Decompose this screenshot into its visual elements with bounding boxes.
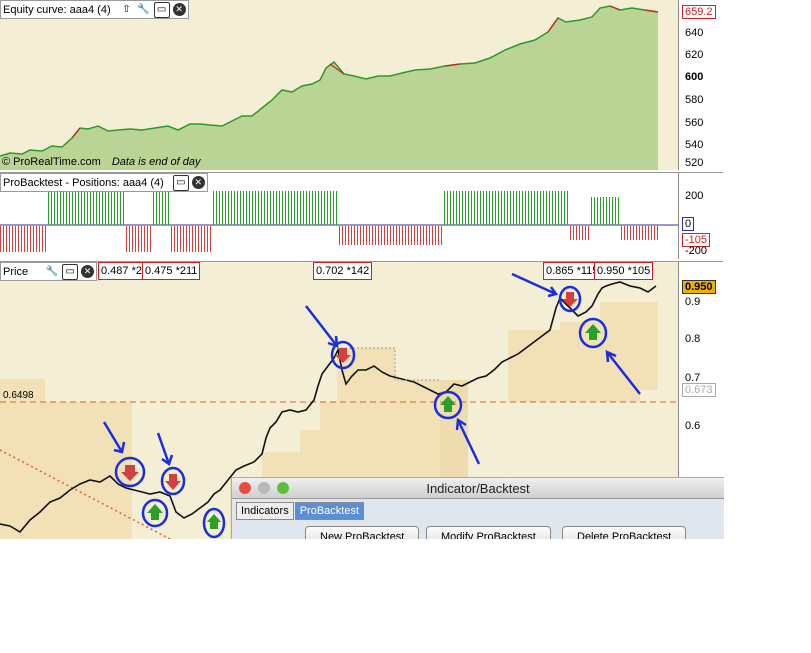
close-icon[interactable]: ✕ bbox=[191, 176, 205, 189]
trend-line bbox=[0, 449, 171, 539]
price-tick: 0.9 bbox=[685, 296, 701, 308]
delete-probacktest-button[interactable]: Delete ProBacktest bbox=[562, 526, 687, 539]
long-position-bar bbox=[47, 191, 125, 225]
equity-tick: 580 bbox=[685, 94, 704, 106]
price-tick: 0.7 bbox=[685, 372, 701, 384]
sell-signal-circle bbox=[330, 340, 356, 370]
price-header: Price 🔧 ▭ ✕ bbox=[0, 262, 98, 281]
equity-tick: 540 bbox=[685, 139, 704, 151]
short-position-bar bbox=[125, 226, 152, 252]
sell-signal-circle bbox=[160, 466, 186, 496]
short-position-bar bbox=[569, 226, 590, 240]
trade-tag: 0.487 *20 bbox=[98, 262, 144, 280]
buy-arrow bbox=[585, 324, 601, 340]
stop-zone bbox=[0, 379, 132, 539]
price-tick: 0.6 bbox=[685, 420, 701, 432]
equity-header: Equity curve: aaa4 (4) ⇧ 🔧 ▭ ✕ bbox=[0, 0, 189, 19]
positions-chart bbox=[0, 191, 678, 252]
up-arrow-icon[interactable]: ⇧ bbox=[122, 3, 131, 15]
long-position-bar bbox=[211, 191, 339, 225]
sell-signal-circle bbox=[114, 456, 146, 488]
close-icon[interactable]: ✕ bbox=[81, 265, 95, 278]
sell-arrow bbox=[562, 292, 578, 307]
minimize-window-icon[interactable] bbox=[258, 482, 270, 494]
buy-signal-circle bbox=[433, 390, 463, 420]
positions-axis: 200 0 -105 -200 bbox=[678, 173, 724, 259]
price-title: Price bbox=[3, 265, 29, 278]
positions-panel: ProBacktest - Positions: aaa4 (4) ▭ ✕ 20… bbox=[0, 172, 724, 259]
modify-probacktest-button[interactable]: Modify ProBacktest bbox=[426, 526, 551, 539]
positions-tick: -200 bbox=[685, 245, 708, 257]
dotted-stop bbox=[337, 347, 440, 381]
positions-title: ProBacktest - Positions: aaa4 (4) bbox=[3, 176, 164, 189]
stop-zone bbox=[508, 302, 658, 539]
short-position-bar bbox=[620, 226, 658, 240]
equity-line-red-ticks bbox=[71, 5, 659, 139]
equity-tick: 520 bbox=[685, 157, 704, 169]
close-icon[interactable]: ✕ bbox=[172, 3, 186, 16]
positions-plot: ProBacktest - Positions: aaa4 (4) ▭ ✕ bbox=[0, 173, 678, 259]
equity-panel: Equity curve: aaa4 (4) ⇧ 🔧 ▭ ✕ © ProReal… bbox=[0, 0, 724, 170]
window-icon[interactable]: ▭ bbox=[172, 174, 189, 191]
new-probacktest-button[interactable]: New ProBacktest bbox=[305, 526, 420, 539]
price-marker: 0.673 bbox=[682, 383, 716, 397]
equity-tick: 560 bbox=[685, 117, 704, 129]
long-position-bar bbox=[590, 197, 620, 225]
indicator-backtest-dialog: Indicator/Backtest Indicators ProBacktes… bbox=[231, 477, 724, 539]
buy-arrow bbox=[207, 514, 221, 529]
equity-chart bbox=[0, 5, 659, 170]
equity-footer: © ProRealTime.com Data is end of day bbox=[2, 156, 201, 168]
copyright-text: © ProRealTime.com bbox=[2, 156, 101, 168]
price-tick: 0.8 bbox=[685, 333, 701, 345]
equity-tick: 640 bbox=[685, 27, 704, 39]
equity-last-value: 659.2 bbox=[682, 5, 716, 19]
sell-signal-circle bbox=[558, 285, 582, 313]
long-position-bar bbox=[152, 191, 170, 225]
sell-arrow bbox=[335, 348, 351, 363]
short-position-bar bbox=[170, 226, 211, 252]
trade-tag: 0.950 *105 bbox=[594, 262, 654, 280]
trade-tag: 0.865 *115 bbox=[543, 262, 602, 280]
buy-signal-circle bbox=[202, 507, 226, 539]
wrench-icon[interactable]: 🔧 bbox=[45, 265, 59, 277]
window-icon[interactable]: ▭ bbox=[153, 1, 170, 18]
buy-arrow bbox=[147, 504, 163, 520]
long-position-bar bbox=[444, 191, 569, 225]
buy-signal-circle bbox=[578, 317, 608, 349]
trade-tag: 0.475 *211 bbox=[142, 262, 201, 280]
buy-arrow bbox=[440, 396, 456, 412]
level-label: 0.6498 bbox=[3, 390, 34, 401]
equity-area bbox=[0, 6, 658, 170]
wrench-icon[interactable]: 🔧 bbox=[137, 3, 150, 15]
tab-probacktest[interactable]: ProBacktest bbox=[294, 502, 365, 520]
sell-arrow bbox=[165, 474, 181, 490]
equity-plot: Equity curve: aaa4 (4) ⇧ 🔧 ▭ ✕ © ProReal… bbox=[0, 0, 678, 170]
positions-header: ProBacktest - Positions: aaa4 (4) ▭ ✕ bbox=[0, 173, 208, 192]
buy-signal-circle bbox=[141, 498, 169, 528]
zoom-window-icon[interactable] bbox=[277, 482, 289, 494]
dialog-tabs: Indicators ProBacktest bbox=[236, 502, 365, 520]
trade-tag: 0.702 *142 bbox=[313, 262, 373, 280]
tab-indicators[interactable]: Indicators bbox=[236, 502, 294, 520]
pointer-arrows bbox=[102, 272, 641, 467]
short-position-bar bbox=[0, 226, 47, 252]
close-window-icon[interactable] bbox=[239, 482, 251, 494]
positions-tick: -105 bbox=[682, 233, 711, 247]
positions-tick: 200 bbox=[685, 190, 704, 202]
dialog-title: Indicator/Backtest bbox=[426, 480, 530, 496]
short-position-bar bbox=[339, 226, 444, 245]
window-icon[interactable]: ▭ bbox=[62, 263, 79, 280]
positions-tick: 0 bbox=[682, 217, 695, 231]
eod-note: Data is end of day bbox=[111, 156, 201, 168]
dialog-titlebar[interactable]: Indicator/Backtest bbox=[232, 478, 724, 499]
sell-arrow bbox=[121, 465, 139, 481]
equity-axis: 659.2 640 620 600 580 560 540 520 bbox=[678, 0, 724, 170]
equity-title: Equity curve: aaa4 (4) bbox=[3, 3, 111, 16]
equity-tick: 620 bbox=[685, 49, 704, 61]
equity-tick: 600 bbox=[685, 71, 704, 83]
price-last-value: 0.950 bbox=[682, 280, 716, 294]
